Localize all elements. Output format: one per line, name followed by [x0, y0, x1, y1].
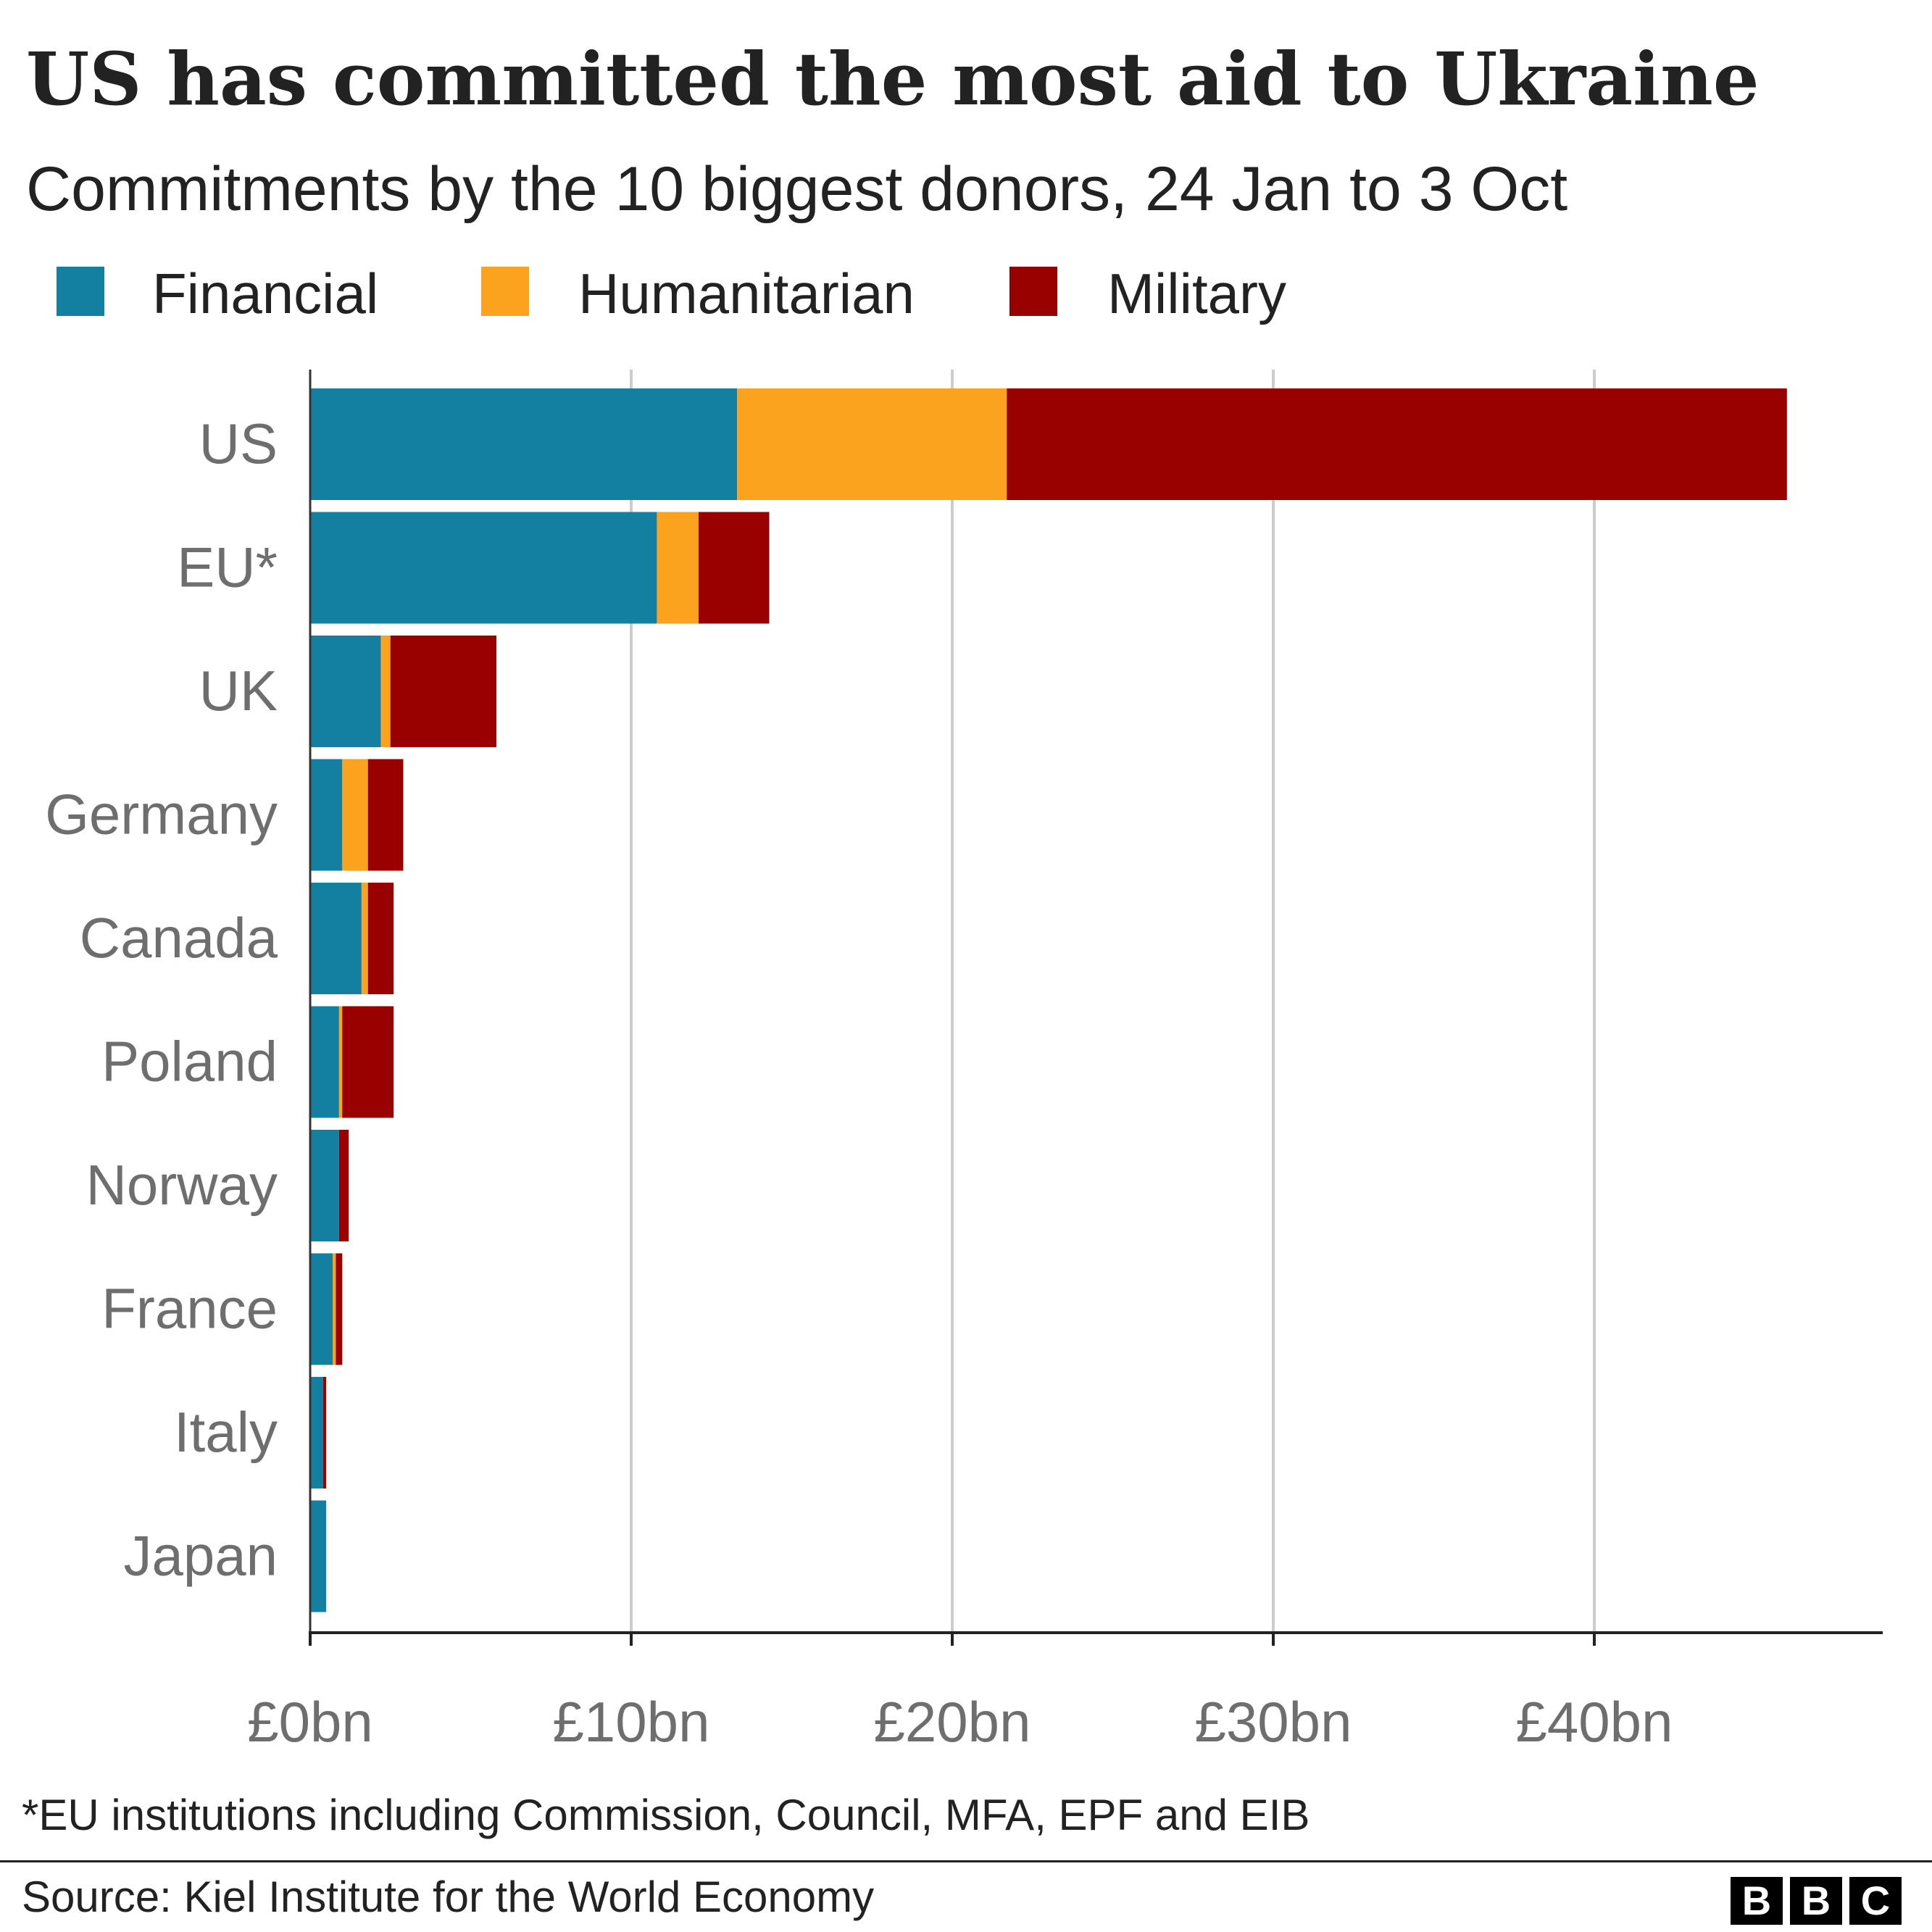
footer-divider [0, 1860, 1932, 1862]
category-label: UK [199, 659, 278, 723]
bar-germany-military [367, 759, 404, 871]
bar-japan-financial [310, 1500, 327, 1612]
legend-swatch-military [1009, 267, 1057, 316]
bar-italy-financial [310, 1377, 323, 1488]
bar-france-financial [310, 1253, 333, 1365]
category-label: Canada [80, 906, 278, 970]
category-label: Poland [101, 1030, 278, 1094]
legend-label-humanitarian: Humanitarian [578, 262, 915, 325]
x-tick-label: £10bn [553, 1690, 710, 1754]
x-tick-label: £20bn [874, 1690, 1031, 1754]
footnote: *EU institutions including Commission, C… [22, 1791, 1310, 1839]
category-label: EU* [177, 536, 278, 599]
bar-italy-military [322, 1377, 327, 1488]
legend-label-military: Military [1107, 262, 1286, 325]
legend-label-financial: Financial [152, 262, 379, 325]
x-tick-label: £40bn [1516, 1690, 1673, 1754]
chart-subtitle: Commitments by the 10 biggest donors, 24… [26, 154, 1568, 224]
bar-france-military [336, 1253, 343, 1365]
category-label: Germany [45, 783, 278, 846]
category-label: France [101, 1277, 278, 1341]
bar-norway-military [338, 1130, 349, 1241]
bar-poland-humanitarian [338, 1006, 343, 1118]
logo-letter-1: B [1731, 1877, 1783, 1925]
source-note: Source: Kiel Institute for the World Eco… [22, 1873, 875, 1921]
bar-uk-humanitarian [380, 636, 391, 747]
bar-germany-humanitarian [342, 759, 368, 871]
category-label: Japan [123, 1524, 278, 1588]
x-tick-label: £30bn [1195, 1690, 1352, 1754]
bar-uk-financial [310, 636, 381, 747]
bar-norway-financial [310, 1130, 339, 1241]
bar-eu-military [699, 512, 770, 624]
bar-poland-financial [310, 1006, 339, 1118]
bar-canada-humanitarian [361, 883, 368, 994]
chart-title: US has committed the most aid to Ukraine [26, 36, 1760, 122]
bbc-logo: B B C [1731, 1877, 1902, 1925]
x-tick-label: £0bn [247, 1690, 373, 1754]
legend-swatch-humanitarian [481, 267, 529, 316]
category-label: Italy [174, 1400, 278, 1464]
bar-eu-financial [310, 512, 657, 624]
category-label: Norway [86, 1153, 278, 1217]
bar-uk-military [390, 636, 496, 747]
bar-poland-military [342, 1006, 394, 1118]
bar-us-humanitarian [737, 388, 1007, 500]
bar-france-humanitarian [333, 1253, 336, 1365]
logo-letter-2: B [1790, 1877, 1842, 1925]
bar-canada-military [367, 883, 394, 994]
legend-swatch-financial [57, 267, 104, 316]
logo-letter-3: C [1849, 1877, 1902, 1925]
bar-us-military [1007, 388, 1787, 500]
bar-germany-financial [310, 759, 343, 871]
category-label: US [199, 412, 278, 475]
bar-eu-humanitarian [657, 512, 699, 624]
bar-us-financial [310, 388, 738, 500]
bar-chart: US EU* UK Germany Canada Poland Norway France It… [45, 370, 1883, 1754]
bar-canada-financial [310, 883, 362, 994]
